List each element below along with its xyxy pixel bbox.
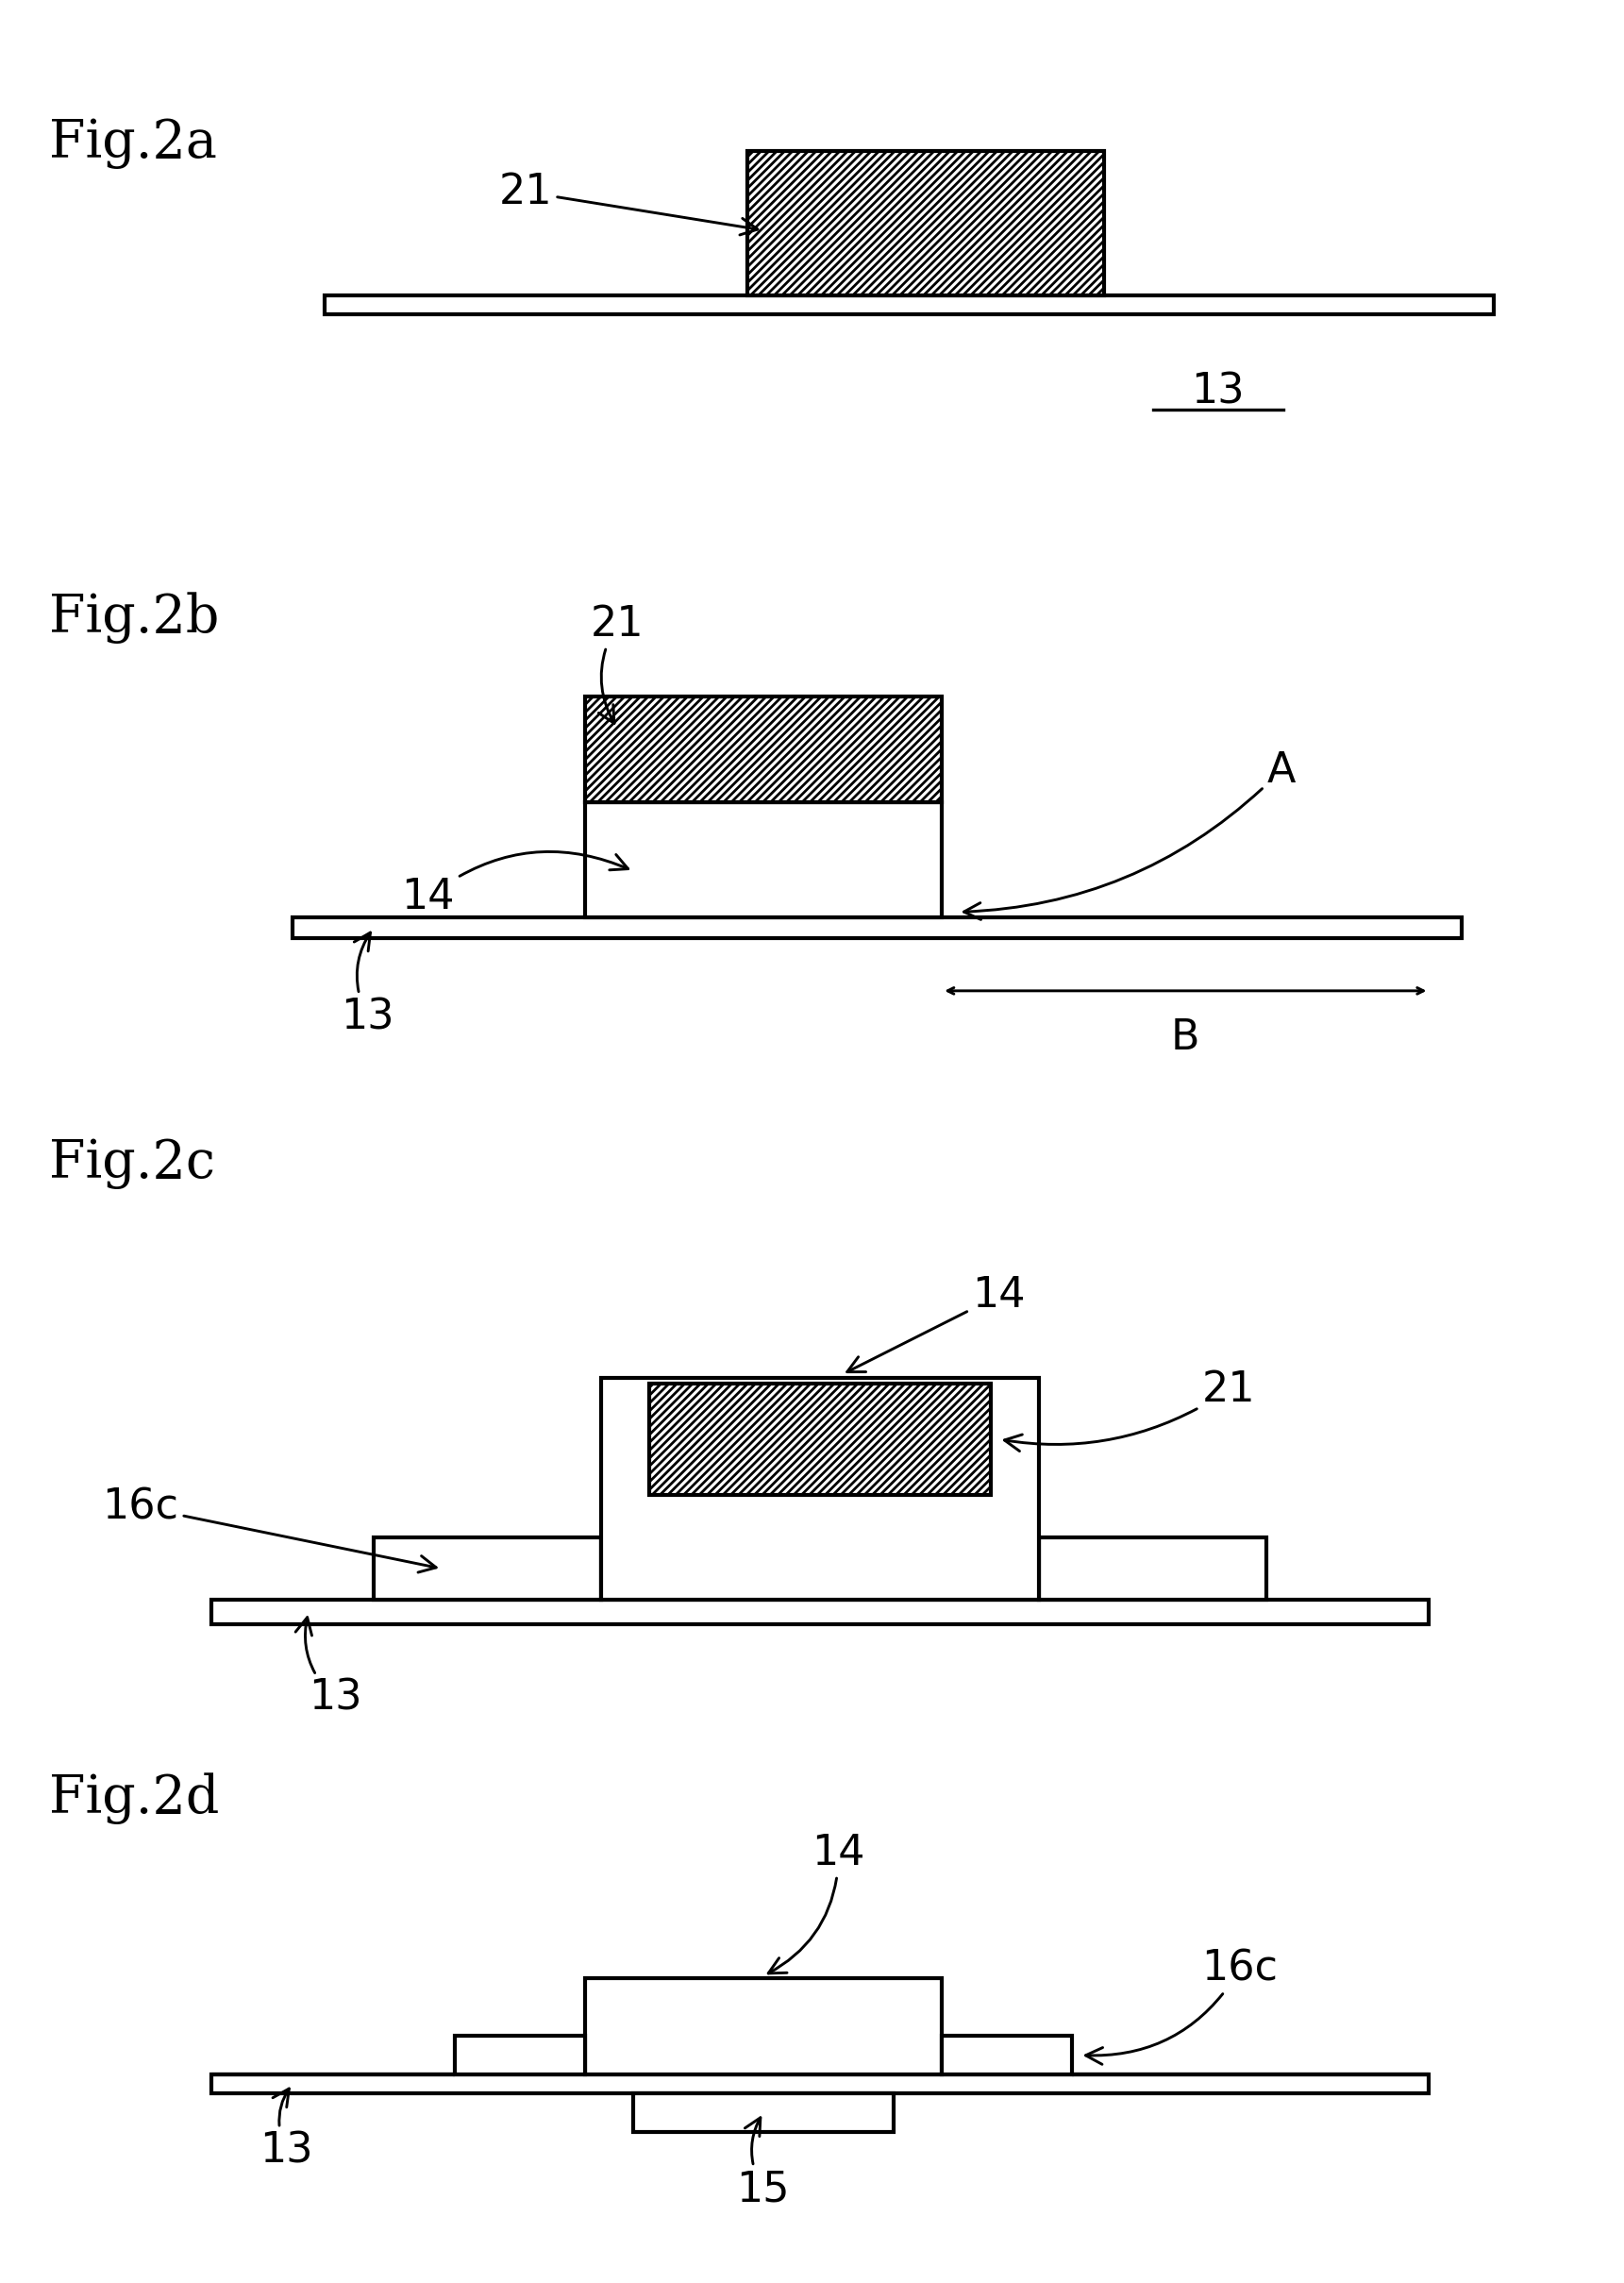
Bar [585, 801, 942, 918]
Bar [650, 1383, 991, 1495]
Bar [374, 1539, 601, 1600]
Text: A: A [965, 751, 1296, 920]
Text: 16c: 16c [102, 1486, 437, 1573]
Text: 14: 14 [848, 1276, 1025, 1372]
Text: B: B [1171, 1018, 1200, 1057]
Text: Fig.2b: Fig.2b [49, 591, 219, 644]
Text: Fig.2a: Fig.2a [49, 119, 216, 169]
Text: 13: 13 [1192, 372, 1244, 413]
Bar [325, 295, 1494, 315]
Text: 13: 13 [260, 2089, 313, 2171]
Bar [292, 918, 1462, 938]
Bar [455, 2036, 585, 2075]
Text: 16c: 16c [1086, 1950, 1278, 2064]
Bar [942, 2036, 1072, 2075]
Text: 21: 21 [591, 603, 643, 724]
Text: 13: 13 [296, 1616, 362, 1719]
Text: 14: 14 [401, 852, 628, 918]
Text: 14: 14 [768, 1833, 866, 1973]
Text: 21: 21 [1004, 1370, 1255, 1452]
Text: 21: 21 [499, 171, 758, 235]
Text: 15: 15 [737, 2119, 789, 2210]
Bar [211, 2075, 1429, 2094]
Bar [585, 1979, 942, 2075]
Text: Fig.2d: Fig.2d [49, 1772, 219, 1824]
Bar [633, 2094, 893, 2132]
Bar [585, 696, 942, 801]
Bar [1039, 1539, 1267, 1600]
Text: Fig.2c: Fig.2c [49, 1137, 214, 1189]
Bar [211, 1600, 1429, 1623]
Bar [747, 151, 1104, 295]
Text: 13: 13 [341, 931, 395, 1036]
Bar [601, 1377, 1039, 1600]
